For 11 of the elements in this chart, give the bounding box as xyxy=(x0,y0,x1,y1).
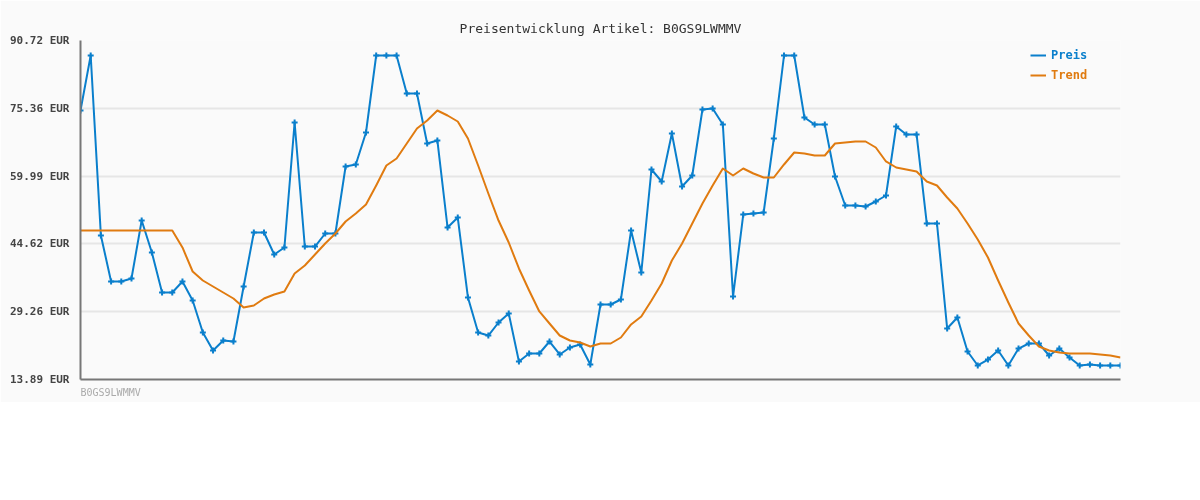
legend-label: Trend xyxy=(1051,68,1088,82)
y-tick-label: 59.99 EUR xyxy=(9,169,70,183)
legend-label: Preis xyxy=(1051,48,1088,62)
y-tick-label: 75.36 EUR xyxy=(9,101,70,115)
y-tick-label: 90.72 EUR xyxy=(9,34,70,47)
text: B0GS9LWMMV xyxy=(80,386,141,398)
y-tick-label: 29.26 EUR xyxy=(9,305,70,319)
y-tick-label: 44.62 EUR xyxy=(9,237,70,251)
chart-title: Preisentwicklung Artikel: B0GS9LWMMV xyxy=(459,20,742,36)
line-series xyxy=(80,109,1121,359)
y-tick-label: 13.89 EUR xyxy=(9,373,70,386)
